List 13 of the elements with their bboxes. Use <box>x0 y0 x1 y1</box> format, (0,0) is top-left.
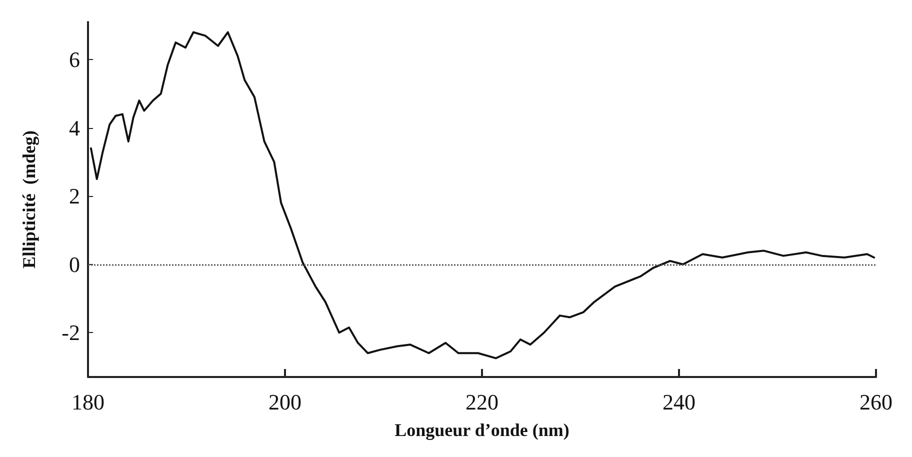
y-tick-label: -2 <box>62 320 80 346</box>
x-tick-label: 220 <box>466 390 498 414</box>
x-axis-title: Longueur d’onde (nm) <box>394 420 570 440</box>
y-tick-label: 2 <box>69 184 80 209</box>
y-tick-label: 4 <box>69 115 80 140</box>
x-tick-label: 260 <box>860 390 892 414</box>
x-tick-label: 180 <box>72 390 104 414</box>
y-axis-title: Ellipticité (mdeg) <box>19 130 39 268</box>
x-tick-label: 240 <box>662 390 696 414</box>
y-tick-label: 0 <box>69 252 80 277</box>
x-tick-label: 200 <box>268 390 302 414</box>
y-tick-label: 6 <box>69 47 80 72</box>
line-series <box>90 31 876 360</box>
